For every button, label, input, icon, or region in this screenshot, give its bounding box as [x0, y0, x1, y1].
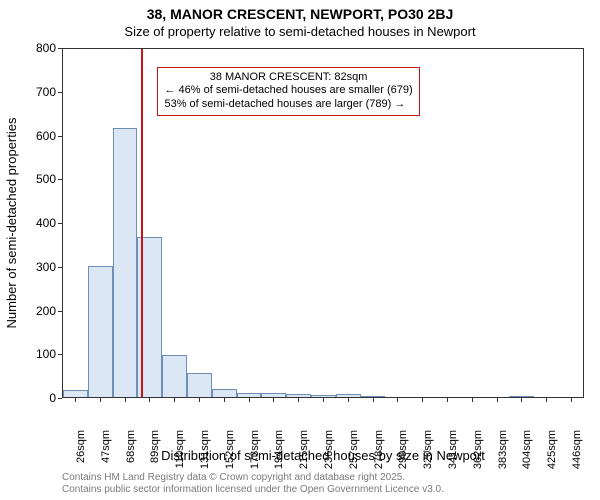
credits: Contains HM Land Registry data © Crown c… [62, 472, 444, 496]
annotation-line: 53% of semi-detached houses are larger (… [164, 98, 412, 112]
x-axis-label: Distribution of semi-detached houses by … [62, 448, 584, 463]
x-tick-mark [249, 398, 250, 402]
x-tick-mark [149, 398, 150, 402]
y-tick-mark [58, 223, 62, 224]
histogram-bar [187, 373, 212, 397]
histogram-bar [509, 396, 534, 397]
x-tick-mark [323, 398, 324, 402]
x-tick-mark [497, 398, 498, 402]
y-tick-label: 200 [36, 304, 56, 318]
x-tick-mark [125, 398, 126, 402]
histogram-bar [88, 266, 113, 397]
x-tick-mark [472, 398, 473, 402]
y-tick-mark [58, 267, 62, 268]
x-tick-mark [174, 398, 175, 402]
histogram-bar [361, 396, 386, 397]
y-tick-mark [58, 354, 62, 355]
x-tick-mark [571, 398, 572, 402]
x-tick-mark [100, 398, 101, 402]
annotation-box: 38 MANOR CRESCENT: 82sqm← 46% of semi-de… [157, 67, 419, 116]
histogram-bar [336, 394, 361, 397]
x-tick-mark [447, 398, 448, 402]
x-tick-mark [273, 398, 274, 402]
y-tick-label: 700 [36, 85, 56, 99]
y-tick-label: 500 [36, 172, 56, 186]
y-tick-mark [58, 179, 62, 180]
property-marker-line [141, 49, 143, 397]
y-tick-label: 300 [36, 260, 56, 274]
y-tick-mark [58, 92, 62, 93]
histogram-bar [261, 393, 286, 397]
x-tick-mark [75, 398, 76, 402]
histogram-bar [311, 395, 336, 397]
histogram-bar [63, 390, 88, 397]
x-tick-mark [224, 398, 225, 402]
histogram-bar [162, 355, 187, 397]
y-tick-mark [58, 311, 62, 312]
y-tick-mark [58, 48, 62, 49]
chart-subtitle: Size of property relative to semi-detach… [0, 24, 600, 39]
y-tick-label: 0 [49, 391, 56, 405]
plot-area: 38 MANOR CRESCENT: 82sqm← 46% of semi-de… [62, 48, 584, 398]
credits-line-2: Contains public sector information licen… [62, 484, 444, 496]
histogram-bar [286, 394, 311, 397]
x-tick-mark [521, 398, 522, 402]
annotation-line: 38 MANOR CRESCENT: 82sqm [164, 71, 412, 85]
histogram-bar [212, 389, 237, 397]
x-tick-mark [298, 398, 299, 402]
credits-line-1: Contains HM Land Registry data © Crown c… [62, 472, 444, 484]
y-tick-label: 600 [36, 129, 56, 143]
x-tick-mark [199, 398, 200, 402]
annotation-line: ← 46% of semi-detached houses are smalle… [164, 84, 412, 98]
histogram-chart: 38, MANOR CRESCENT, NEWPORT, PO30 2BJ Si… [0, 0, 600, 500]
x-tick-mark [373, 398, 374, 402]
y-axis-label: Number of semi-detached properties [4, 48, 24, 398]
y-tick-mark [58, 136, 62, 137]
y-tick-label: 400 [36, 216, 56, 230]
x-tick-mark [546, 398, 547, 402]
histogram-bar [113, 128, 138, 397]
chart-title: 38, MANOR CRESCENT, NEWPORT, PO30 2BJ [0, 6, 600, 22]
histogram-bar [237, 393, 262, 397]
x-tick-mark [348, 398, 349, 402]
x-tick-mark [422, 398, 423, 402]
y-tick-label: 800 [36, 41, 56, 55]
y-tick-mark [58, 398, 62, 399]
y-tick-label: 100 [36, 347, 56, 361]
x-tick-mark [397, 398, 398, 402]
